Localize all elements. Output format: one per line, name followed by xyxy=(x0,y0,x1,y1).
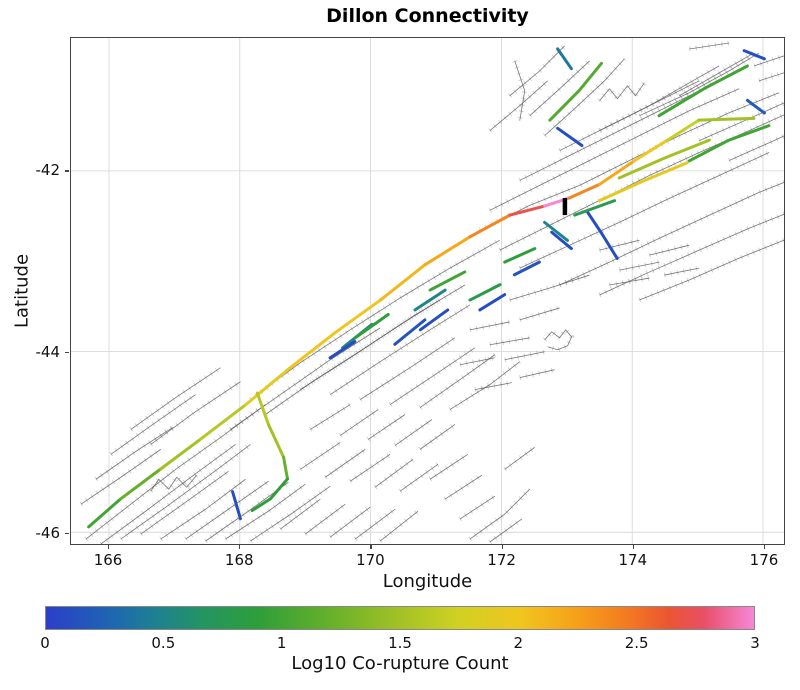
y-tick-label: -44 xyxy=(35,342,61,361)
colorbar-label: Log10 Co-rupture Count xyxy=(291,653,509,674)
plot-area xyxy=(70,37,785,545)
chart-title: Dillon Connectivity xyxy=(326,5,529,27)
y-tick-mark xyxy=(65,351,69,353)
colorbar-tick-label: 2 xyxy=(513,634,524,652)
colorbar-tick-label: 1.5 xyxy=(388,634,412,652)
y-tick-label: -46 xyxy=(35,524,61,543)
y-tick-mark xyxy=(65,533,69,535)
x-tick-label: 172 xyxy=(487,551,516,569)
x-tick-mark xyxy=(239,545,241,549)
x-tick-mark xyxy=(501,545,503,549)
map-canvas xyxy=(71,38,784,544)
colorbar-tick-label: 1 xyxy=(276,634,287,652)
x-tick-label: 168 xyxy=(224,551,254,569)
colorbar-gradient xyxy=(45,606,755,630)
x-tick-label: 170 xyxy=(356,551,385,569)
x-tick-mark xyxy=(108,545,110,549)
y-tick-mark xyxy=(65,170,69,172)
x-tick-label: 176 xyxy=(749,551,779,569)
x-tick-label: 166 xyxy=(93,551,123,569)
x-tick-mark xyxy=(764,545,766,549)
x-tick-mark xyxy=(632,545,634,549)
x-tick-mark xyxy=(370,545,372,549)
y-tick-label: -42 xyxy=(35,161,61,180)
colorbar-tick-label: 0.5 xyxy=(151,634,176,652)
x-tick-label: 174 xyxy=(618,551,648,569)
y-axis-label: Latitude xyxy=(11,253,33,329)
x-axis-label: Longitude xyxy=(382,571,473,592)
colorbar-tick-label: 2.5 xyxy=(624,634,649,652)
colorbar-tick-label: 0 xyxy=(40,634,50,652)
colorbar-tick-label: 3 xyxy=(750,634,760,652)
